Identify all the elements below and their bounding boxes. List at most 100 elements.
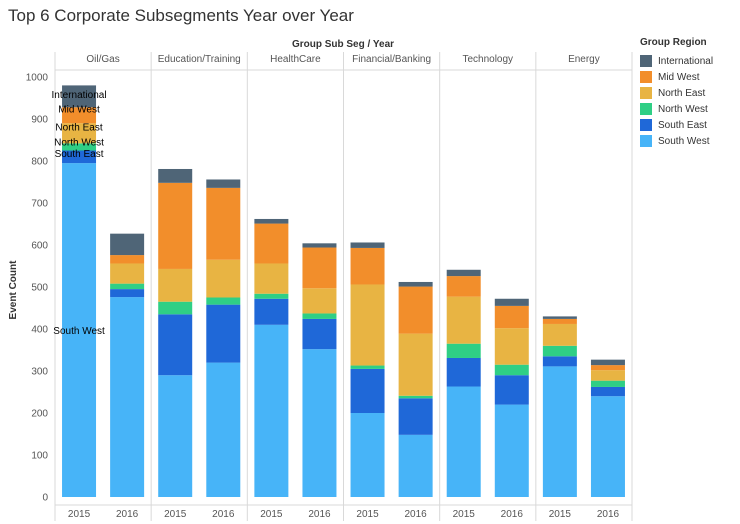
bar-south-east	[254, 298, 289, 325]
data-label: South West	[53, 326, 105, 337]
data-label: North West	[54, 138, 104, 149]
y-tick-label: 0	[42, 493, 48, 504]
bar-north-east	[158, 268, 193, 302]
bar-south-west	[110, 297, 145, 497]
bar-north-east	[542, 323, 577, 346]
x-tick-label: 2015	[549, 509, 572, 520]
bar-south-west	[254, 324, 289, 497]
y-tick-label: 900	[31, 115, 48, 126]
x-tick-label: 2015	[260, 509, 283, 520]
ticks-layer: 0 100 200 300 400 500 600 700 800 900 1000 Oil/Gas E…	[26, 54, 620, 520]
bar-mid-west	[398, 286, 433, 334]
data-label: International	[52, 90, 107, 101]
x-tick-label: 2016	[212, 509, 235, 520]
bar-mid-west	[110, 255, 145, 264]
bar-international	[542, 316, 577, 319]
legend-item: South West	[640, 133, 738, 149]
legend-swatch	[640, 55, 652, 67]
data-label: South East	[55, 149, 104, 160]
legend-swatch	[640, 119, 652, 131]
bar-south-west	[62, 163, 97, 497]
y-tick-label: 200	[31, 409, 48, 420]
bar-north-west	[206, 297, 241, 305]
bar-south-east	[350, 368, 385, 413]
bar-south-east	[206, 304, 241, 363]
legend-swatch	[640, 87, 652, 99]
bar-south-west	[206, 362, 241, 497]
bar-south-west	[398, 434, 433, 497]
legend-label: Mid West	[658, 71, 700, 83]
bar-international	[446, 269, 481, 277]
legend-title: Group Region	[640, 37, 707, 48]
bar-north-east	[350, 284, 385, 366]
legend-item: South East	[640, 117, 738, 133]
bar-mid-west	[206, 187, 241, 260]
y-tick-label: 500	[31, 283, 48, 294]
y-axis-label: Event Count	[8, 260, 19, 320]
bar-south-west	[542, 366, 577, 497]
bar-north-west	[494, 364, 529, 376]
bar-international	[398, 281, 433, 287]
y-tick-label: 700	[31, 199, 48, 210]
x-tick-label: 2016	[308, 509, 331, 520]
bar-north-east	[398, 333, 433, 396]
bar-south-east	[446, 357, 481, 387]
x-tick-label: 2015	[356, 509, 379, 520]
y-tick-label: 100	[31, 451, 48, 462]
legend-label: North West	[658, 103, 708, 115]
labels-layer: International Mid West North East North Wes…	[52, 90, 107, 337]
bar-north-east	[110, 263, 145, 284]
bar-north-east	[590, 370, 625, 381]
bar-south-east	[62, 150, 97, 164]
frame-layer	[54, 52, 633, 521]
bar-mid-west	[302, 247, 337, 289]
bar-south-west	[590, 396, 625, 497]
bar-mid-west	[446, 276, 481, 297]
bar-international	[350, 242, 385, 248]
x-tick-label: 2015	[164, 509, 187, 520]
x-tick-label: 2015	[68, 509, 91, 520]
bar-international	[206, 179, 241, 188]
bar-south-east	[302, 318, 337, 350]
bar-north-west	[590, 380, 625, 387]
bar-international	[158, 168, 193, 183]
bar-north-west	[62, 143, 97, 151]
x-tick-label: 2015	[453, 509, 476, 520]
legend-swatch	[640, 103, 652, 115]
bar-south-west	[446, 386, 481, 497]
bar-mid-west	[158, 182, 193, 269]
group-label: Technology	[462, 54, 513, 65]
group-label: Financial/Banking	[352, 54, 431, 65]
data-label: Mid West	[58, 104, 100, 115]
bar-international	[302, 243, 337, 248]
bar-south-east	[542, 356, 577, 367]
bar-mid-west	[254, 223, 289, 264]
bar-north-west	[542, 345, 577, 357]
y-tick-label: 400	[31, 325, 48, 336]
chart-title: Top 6 Corporate Subsegments Year over Ye…	[8, 6, 354, 25]
bar-north-west	[446, 343, 481, 358]
bar-north-east	[62, 123, 97, 144]
group-label: Oil/Gas	[86, 54, 119, 65]
bar-north-west	[350, 365, 385, 369]
group-label: Education/Training	[158, 54, 241, 65]
bar-north-west	[110, 283, 145, 290]
x-tick-label: 2016	[597, 509, 620, 520]
bars-layer	[62, 85, 625, 497]
bar-international	[110, 233, 145, 256]
group-label: HealthCare	[270, 54, 321, 65]
bar-south-east	[590, 386, 625, 397]
legend-label: South West	[658, 135, 710, 147]
bar-north-east	[446, 296, 481, 344]
y-tick-label: 600	[31, 241, 48, 252]
legend-item: North West	[640, 101, 738, 117]
bar-south-east	[398, 398, 433, 435]
bar-south-west	[350, 413, 385, 497]
legend-label: North East	[658, 87, 706, 99]
legend-items: International Mid West North East North Wes…	[640, 53, 738, 149]
legend-label: South East	[658, 119, 707, 131]
legend-swatch	[640, 71, 652, 83]
bar-mid-west	[542, 318, 577, 324]
bar-north-east	[206, 259, 241, 298]
